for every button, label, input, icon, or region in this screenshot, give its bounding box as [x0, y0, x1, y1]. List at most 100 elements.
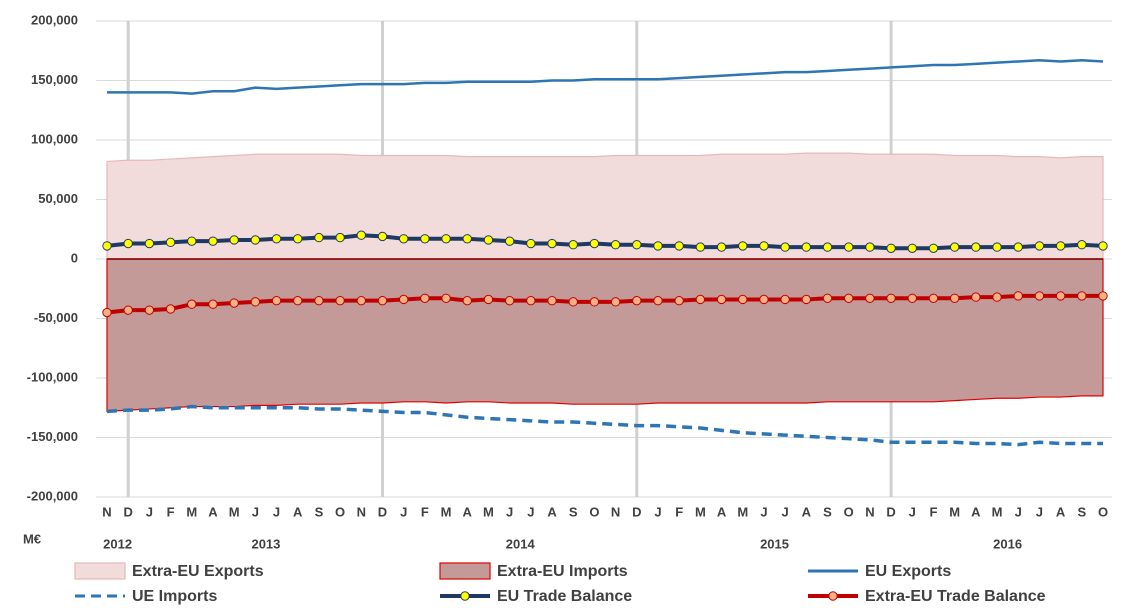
marker: [759, 241, 769, 251]
x-tick-label: D: [378, 504, 387, 519]
x-tick-label: M: [695, 504, 706, 519]
x-tick-label: J: [1015, 504, 1022, 519]
marker: [377, 295, 388, 306]
marker: [271, 295, 282, 306]
x-tick-label: J: [506, 504, 513, 519]
marker: [356, 295, 366, 306]
year-label: 2013: [251, 536, 280, 551]
x-tick-label: D: [886, 504, 895, 519]
marker: [250, 235, 261, 245]
legend-label: UE Imports: [132, 588, 217, 605]
y-tick-label: 50,000: [38, 191, 78, 206]
marker: [695, 242, 706, 252]
marker: [398, 294, 409, 305]
marker: [822, 293, 833, 303]
marker: [462, 234, 472, 244]
marker: [441, 293, 451, 303]
marker: [949, 242, 960, 252]
x-tick-label: N: [611, 504, 620, 519]
marker: [420, 293, 430, 303]
x-tick-label: J: [654, 504, 661, 519]
x-tick-label: N: [865, 504, 874, 519]
marker: [1055, 291, 1066, 301]
marker: [822, 242, 833, 252]
x-tick-label: M: [229, 504, 240, 519]
marker: [971, 292, 981, 302]
marker: [123, 305, 133, 315]
y-tick-label: -100,000: [27, 369, 78, 384]
marker: [314, 232, 324, 243]
year-label: 2015: [760, 536, 789, 551]
marker: [801, 242, 812, 252]
y-tick-label: -50,000: [34, 310, 78, 325]
marker: [1055, 241, 1066, 251]
x-tick-label: J: [1036, 504, 1043, 519]
marker: [632, 240, 642, 250]
marker: [907, 293, 917, 303]
x-tick-label: A: [1056, 504, 1066, 519]
marker: [971, 242, 981, 252]
marker: [928, 243, 939, 253]
x-tick-label: F: [421, 504, 429, 519]
x-tick-label: F: [167, 504, 175, 519]
marker: [229, 298, 239, 308]
marker: [716, 242, 727, 252]
marker: [293, 234, 303, 244]
x-tick-label: N: [102, 504, 111, 519]
marker: [949, 293, 960, 303]
marker: [759, 294, 769, 305]
marker: [886, 293, 896, 303]
x-tick-label: J: [527, 504, 534, 519]
marker: [462, 295, 472, 306]
y-tick-label: -200,000: [27, 488, 78, 503]
x-tick-label: M: [441, 504, 452, 519]
area: [106, 258, 1104, 412]
unit-label: M€: [23, 531, 41, 546]
x-tick-label: O: [335, 504, 345, 519]
marker: [738, 294, 748, 305]
year-label: 2012: [103, 536, 132, 551]
x-tick-label: O: [1098, 504, 1108, 519]
marker: [1013, 291, 1023, 301]
marker: [801, 294, 812, 305]
marker: [716, 294, 727, 305]
marker: [526, 295, 536, 306]
x-tick-label: A: [208, 504, 218, 519]
x-tick-label: J: [400, 504, 407, 519]
marker: [1013, 242, 1023, 252]
x-tick-label: J: [782, 504, 789, 519]
marker: [293, 295, 303, 306]
marker: [992, 242, 1002, 252]
x-tick-label: J: [146, 504, 153, 519]
marker: [780, 242, 790, 252]
marker: [187, 236, 197, 246]
x-tick-label: N: [357, 504, 366, 519]
marker: [250, 297, 261, 307]
x-tick-label: J: [252, 504, 259, 519]
x-tick-label: J: [273, 504, 280, 519]
marker: [610, 297, 621, 307]
marker: [483, 235, 494, 245]
x-tick-label: S: [569, 504, 578, 519]
marker: [632, 295, 642, 306]
marker: [589, 238, 600, 249]
marker: [695, 294, 706, 305]
legend-label: EU Trade Balance: [497, 588, 632, 605]
legend-marker: [828, 591, 838, 601]
marker: [928, 293, 939, 303]
marker: [1077, 240, 1087, 250]
x-tick-label: J: [909, 504, 916, 519]
marker: [568, 297, 578, 307]
legend-marker: [460, 591, 470, 601]
marker: [208, 236, 218, 246]
legend-swatch: [74, 562, 126, 580]
x-tick-label: M: [992, 504, 1003, 519]
marker: [483, 294, 494, 305]
marker: [144, 238, 155, 249]
marker: [187, 299, 197, 309]
marker: [653, 241, 663, 251]
x-tick-label: O: [589, 504, 599, 519]
x-tick-label: F: [929, 504, 937, 519]
marker: [865, 293, 875, 303]
marker: [335, 295, 345, 306]
